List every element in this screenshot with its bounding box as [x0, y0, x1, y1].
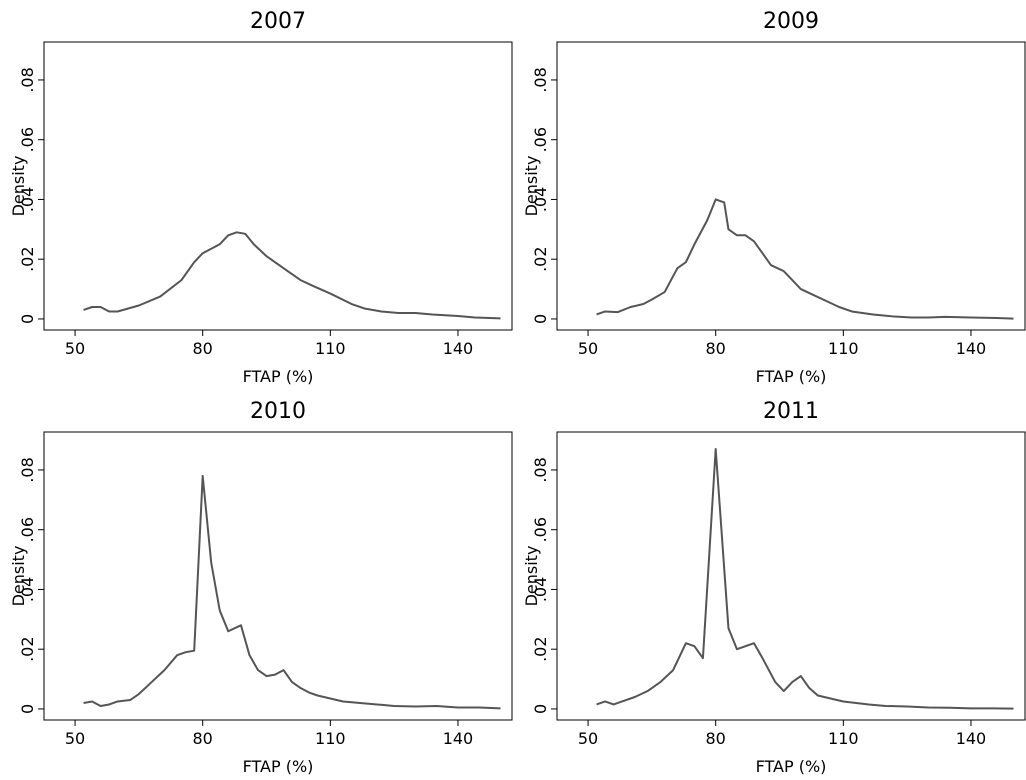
- x-axis-label: FTAP (%): [756, 367, 827, 386]
- y-tick-label: .04: [18, 577, 37, 602]
- x-tick-label: 50: [578, 339, 598, 358]
- x-tick-label: 50: [578, 729, 598, 748]
- y-tick-label: .08: [18, 67, 37, 92]
- panel: 2011 FTAP (%) Density 50 80 110 140 0 .02 .04 .06.…: [522, 399, 1026, 776]
- x-tick-label: 110: [828, 339, 859, 358]
- panel: 2007 FTAP (%) Density 50 80 110 140 0 .02 .04 .06.…: [9, 9, 513, 386]
- y-tick-label: .06: [531, 127, 550, 152]
- x-axis-label: FTAP (%): [756, 757, 827, 776]
- y-tick-label: 0: [18, 704, 37, 714]
- y-tick-label: 0: [531, 314, 550, 324]
- y-tick-label: .02: [18, 636, 37, 661]
- x-tick-label: 140: [443, 339, 474, 358]
- y-tick-label: .06: [18, 517, 37, 542]
- x-tick-label: 80: [193, 729, 213, 748]
- x-axis-label: FTAP (%): [243, 757, 314, 776]
- x-tick-label: 50: [65, 339, 85, 358]
- x-tick-label: 140: [956, 339, 987, 358]
- density-line: [83, 474, 501, 710]
- x-tick-label: 80: [706, 339, 726, 358]
- x-tick-label: 110: [315, 729, 346, 748]
- y-axis-label: Density: [9, 546, 28, 607]
- panel-title: 2009: [763, 9, 819, 34]
- x-tick-label: 80: [193, 339, 213, 358]
- y-axis-label: Density: [522, 156, 541, 217]
- y-tick-label: .08: [531, 457, 550, 482]
- y-tick-label: .04: [531, 577, 550, 602]
- panel: 2010 FTAP (%) Density 50 80 110 140 0 .02 .04 .06.…: [9, 399, 513, 776]
- plot-frame: [43, 431, 513, 721]
- plot-frame: [43, 41, 513, 331]
- y-tick-label: .02: [18, 246, 37, 271]
- y-tick-label: .08: [18, 457, 37, 482]
- y-tick-label: .06: [531, 517, 550, 542]
- density-line: [596, 448, 1014, 710]
- x-tick-label: 80: [706, 729, 726, 748]
- y-axis-label: Density: [9, 156, 28, 217]
- panel: 2009 FTAP (%) Density 50 80 110 140 0 .02 .04 .06.…: [522, 9, 1026, 386]
- y-tick-label: .06: [18, 127, 37, 152]
- y-tick-label: .02: [531, 246, 550, 271]
- y-tick-label: .02: [531, 636, 550, 661]
- y-tick-label: .04: [531, 187, 550, 212]
- x-tick-label: 140: [443, 729, 474, 748]
- x-tick-label: 50: [65, 729, 85, 748]
- density-line: [83, 231, 501, 320]
- x-tick-label: 110: [828, 729, 859, 748]
- y-tick-label: .08: [531, 67, 550, 92]
- density-line: [596, 198, 1014, 320]
- y-tick-label: 0: [531, 704, 550, 714]
- x-tick-label: 110: [315, 339, 346, 358]
- panel-title: 2010: [250, 399, 306, 424]
- plot-frame: [556, 41, 1026, 331]
- y-tick-label: 0: [18, 314, 37, 324]
- panel-title: 2011: [763, 399, 819, 424]
- plot-frame: [556, 431, 1026, 721]
- y-axis-label: Density: [522, 546, 541, 607]
- panel-title: 2007: [250, 9, 306, 34]
- y-tick-label: .04: [18, 187, 37, 212]
- x-tick-label: 140: [956, 729, 987, 748]
- x-axis-label: FTAP (%): [243, 367, 314, 386]
